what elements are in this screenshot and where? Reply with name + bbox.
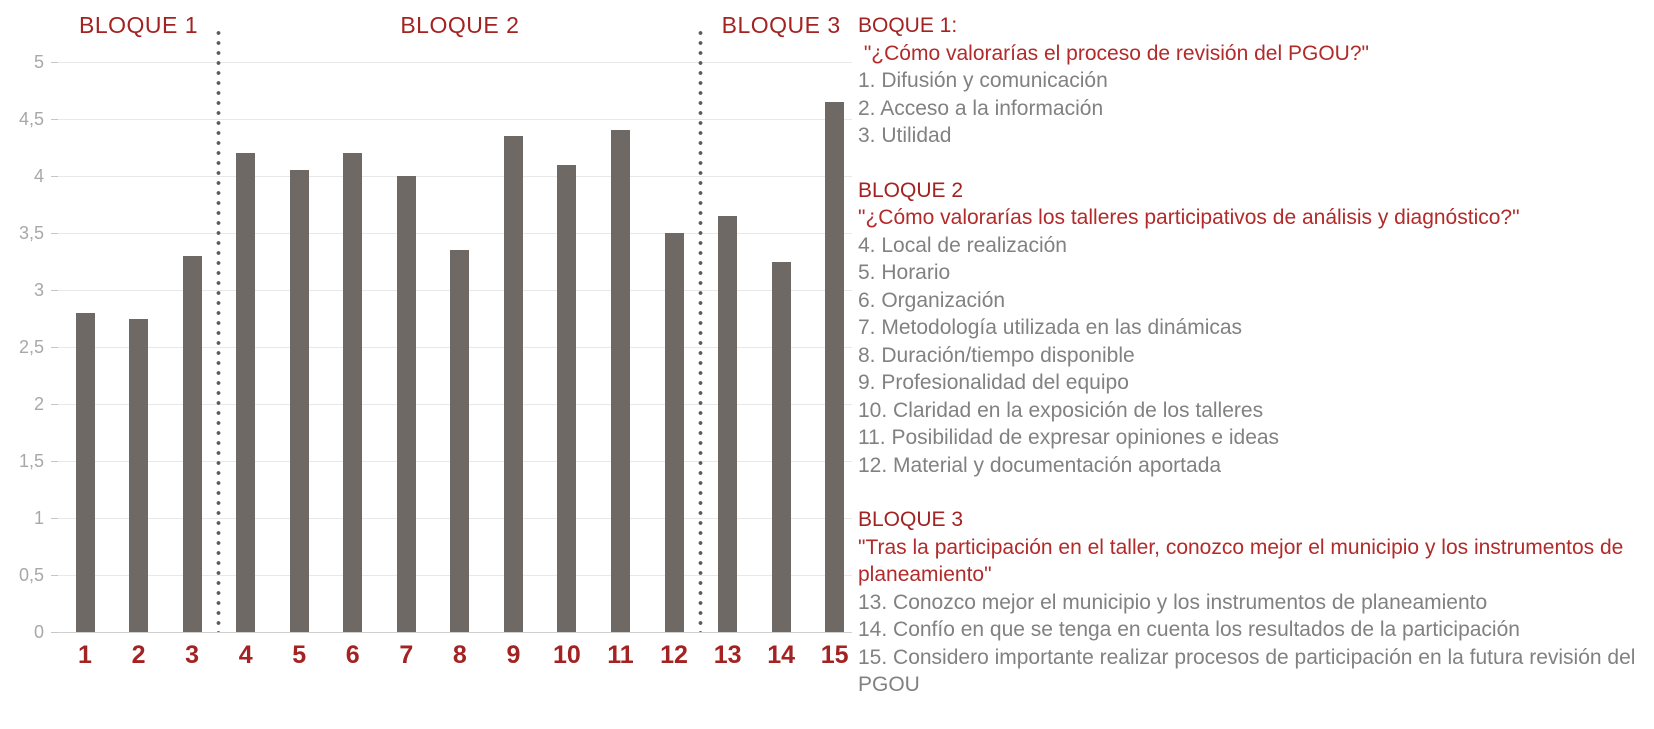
y-axis-label: 0,5	[18, 565, 44, 585]
legend-section-header: BLOQUE 3	[858, 508, 964, 531]
legend-item: 13. Conozco mejor el municipio y los ins…	[858, 590, 1488, 614]
legend-item: 12. Material y documentación aportada	[858, 453, 1222, 477]
x-axis-label: 12	[660, 641, 688, 669]
y-axis-tick	[51, 62, 58, 63]
legend-section: BOQUE 1: "¿Cómo valorarías el proceso de…	[858, 12, 1638, 150]
y-axis-tick	[51, 632, 58, 633]
bar-5	[289, 170, 309, 632]
bar-4	[236, 153, 256, 632]
block-divider	[698, 28, 704, 632]
y-axis-label: 2,5	[18, 337, 44, 357]
bar-chart: BLOQUE 1 BLOQUE 2 BLOQUE 3 0 0,5 1 1,5 2 2,5 3 3,…	[18, 12, 852, 669]
x-axis-label: 8	[452, 641, 467, 669]
bar-12	[664, 233, 684, 632]
gridline	[58, 632, 852, 633]
bar-1	[75, 312, 95, 632]
y-axis-tick	[51, 404, 58, 405]
x-axis-label: 9	[506, 641, 521, 669]
x-axis-label: 4	[238, 641, 253, 669]
legend-item: 10. Claridad en la exposición de los tal…	[858, 398, 1264, 422]
x-axis-label: 3	[185, 641, 200, 669]
x-axis-label: 2	[131, 641, 146, 669]
y-axis-label: 1	[33, 508, 44, 528]
bar-6	[343, 153, 363, 632]
y-axis-label: 3,5	[18, 223, 44, 243]
gridline	[58, 176, 852, 177]
bar-8	[450, 250, 470, 632]
x-axis-label: 6	[345, 641, 360, 669]
legend-item: 11. Posibilidad de expresar opiniones e …	[858, 426, 1280, 449]
y-axis-tick	[51, 290, 58, 291]
bar-3	[182, 255, 202, 632]
legend-item: 7. Metodología utilizada en las dinámica…	[858, 316, 1243, 339]
x-axis-label: 15	[820, 641, 849, 669]
bar-13	[718, 215, 738, 632]
bar-10	[557, 164, 577, 632]
block-title: BLOQUE 2	[400, 12, 520, 38]
legend-item: 8. Duración/tiempo disponible	[858, 343, 1135, 367]
y-axis-label: 1,5	[18, 451, 44, 471]
legend-item: 6. Organización	[858, 288, 1006, 312]
legend-item: 1. Difusión y comunicación	[858, 69, 1108, 92]
y-axis-tick	[51, 119, 58, 120]
x-axis-label: 14	[767, 641, 796, 669]
legend-item: 3. Utilidad	[858, 124, 952, 147]
y-axis-tick	[51, 461, 58, 462]
x-axis-label: 5	[292, 641, 307, 669]
y-axis-tick	[51, 347, 58, 348]
bar-2	[129, 318, 149, 632]
x-axis-label: 13	[713, 641, 742, 669]
bar-14	[771, 261, 791, 632]
legend-section: BLOQUE 3 "Tras la participación en el tal…	[858, 506, 1638, 699]
bar-9	[503, 136, 523, 632]
legend-section-header: BOQUE 1:	[858, 14, 958, 37]
x-axis-label: 11	[607, 641, 634, 669]
legend-section: BLOQUE 2 "¿Cómo valorarías los talleres p…	[858, 177, 1638, 480]
y-axis-label: 4	[33, 166, 44, 186]
legend-section-header: BLOQUE 2	[858, 178, 964, 202]
gridline	[58, 119, 852, 120]
legend-section-quote: "Tras la participación en el taller, con…	[858, 535, 1624, 587]
legend-section-quote: "¿Cómo valorarías los talleres participa…	[858, 206, 1520, 229]
legend-item: 2. Acceso a la información	[858, 96, 1104, 120]
y-axis-label: 5	[33, 52, 44, 72]
legend-item: 14. Confío en que se tenga en cuenta los…	[858, 618, 1520, 641]
x-axis-label: 1	[78, 641, 92, 669]
legend-item: 9. Profesionalidad del equipo	[858, 371, 1129, 394]
y-axis-tick	[51, 176, 58, 177]
y-axis-label: 4,5	[18, 109, 44, 129]
gridline	[58, 62, 852, 63]
y-axis-tick	[51, 575, 58, 576]
block-divider	[216, 28, 222, 632]
x-axis-label: 10	[553, 641, 581, 669]
y-axis-tick	[51, 518, 58, 519]
legend-item: 15. Considero importante realizar proces…	[858, 645, 1636, 697]
x-axis-label: 7	[399, 641, 414, 669]
bar-11	[611, 130, 630, 632]
legend-item: 4. Local de realización	[858, 233, 1067, 257]
gridline	[58, 233, 852, 234]
bar-15	[825, 101, 845, 632]
y-axis-label: 2	[33, 394, 44, 414]
bar-7	[396, 176, 416, 632]
block-title: BLOQUE 1	[79, 12, 199, 38]
block-title: BLOQUE 3	[721, 12, 841, 38]
y-axis-tick	[51, 233, 58, 234]
legend-item: 5. Horario	[858, 261, 951, 284]
y-axis-label: 3	[33, 280, 44, 300]
legend-panel: BOQUE 1: "¿Cómo valorarías el proceso de…	[858, 12, 1638, 726]
y-axis-label: 0	[33, 622, 44, 642]
legend-section-quote: "¿Cómo valorarías el proceso de revisión…	[858, 41, 1369, 65]
